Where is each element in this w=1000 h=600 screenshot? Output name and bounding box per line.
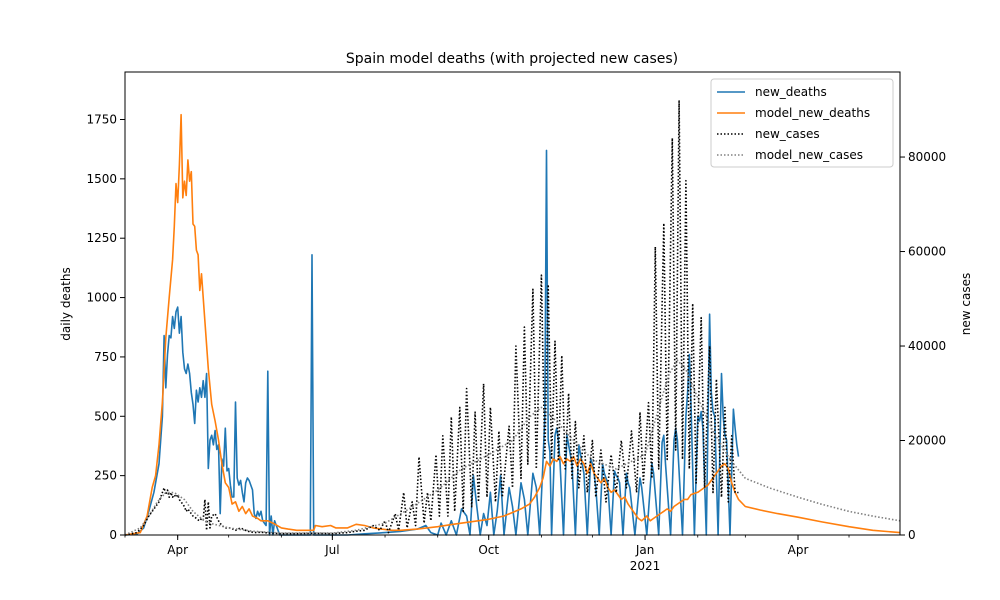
- x-tick-label: Jan: [635, 543, 655, 557]
- y-tick-label: 1250: [86, 231, 117, 245]
- legend: new_deaths model_new_deaths new_casesmodel…: [710, 78, 894, 168]
- series-line-new-cases: [124, 99, 739, 536]
- x-tick-label: Oct: [478, 543, 499, 557]
- legend-entry: new_cases: [755, 127, 820, 141]
- y-tick-label: 0: [109, 528, 117, 542]
- y2-tick-label: 20000: [908, 434, 946, 448]
- x-tick-sublabel: 2021: [630, 559, 661, 573]
- series-line-new-deaths: [124, 149, 740, 536]
- y-axis-label: daily deaths: [59, 267, 73, 340]
- y-tick-label: 750: [94, 350, 117, 364]
- x-tick-label: Apr: [788, 543, 809, 557]
- y2-tick-label: 0: [908, 528, 916, 542]
- axes-layer: Apr Jul Oct Jan 2021 Apr 0 250 500 750 1000 1250 150…: [86, 71, 946, 573]
- y2-tick-label: 60000: [908, 245, 946, 259]
- y2-axis-label: new cases: [959, 273, 973, 335]
- series-layer: [124, 99, 901, 536]
- y-tick-label: 1000: [86, 291, 117, 305]
- series-line-model-new-deaths: [124, 113, 901, 536]
- legend-box: [710, 78, 894, 168]
- chart-title: Spain model deaths (with projected new c…: [346, 51, 678, 67]
- y2-tick-label: 40000: [908, 339, 946, 353]
- y-tick-label: 1750: [86, 112, 117, 126]
- x-tick-label: Jul: [324, 543, 339, 557]
- plot-frame: [124, 71, 901, 536]
- y2-tick-label: 80000: [908, 150, 946, 164]
- x-tick-label: Apr: [167, 543, 188, 557]
- legend-entry: new_deaths: [755, 85, 827, 99]
- y-tick-label: 500: [94, 409, 117, 423]
- legend-entry: model_new_deaths: [755, 106, 870, 120]
- y-tick-label: 1500: [86, 172, 117, 186]
- legend-entry: model_new_cases: [755, 148, 863, 162]
- y-tick-label: 250: [94, 469, 117, 483]
